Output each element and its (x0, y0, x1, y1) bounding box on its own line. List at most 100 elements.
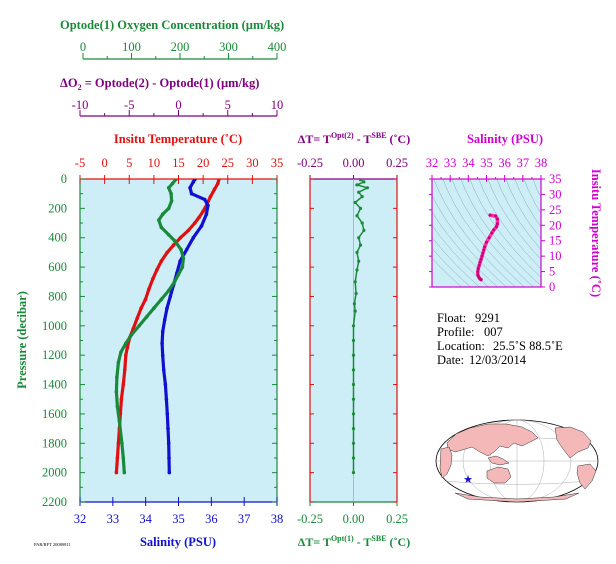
data-point-oxygen (181, 256, 186, 261)
data-point-oxygen (166, 206, 171, 211)
data-point-temperature (143, 297, 148, 302)
delta-o2-tick-label: 5 (225, 98, 231, 112)
delta-t-data-point (360, 221, 364, 225)
data-point-oxygen (170, 181, 175, 186)
pressure-tick-label: 1400 (42, 378, 67, 392)
ts-data-point (479, 257, 483, 261)
ts-isopycnal-line (432, 225, 489, 287)
pressure-tick-label: 1800 (42, 436, 67, 450)
data-point-temperature (193, 221, 197, 225)
data-point-temperature (135, 316, 139, 321)
delta-t-data-point (351, 441, 356, 445)
ts-data-point (495, 217, 499, 221)
data-point-oxygen (159, 297, 164, 302)
delta-t-bottom-tick-label: -0.25 (297, 512, 323, 526)
delta-t-bottom-tick-label: 0.00 (343, 512, 365, 526)
ts-series (476, 213, 500, 282)
temperature-tick-label: 20 (197, 156, 210, 170)
data-point-temperature (178, 235, 183, 240)
data-point-temperature (119, 397, 124, 402)
ts-isopycnal-line (514, 179, 541, 228)
date-value: 12/03/2014 (469, 353, 527, 367)
data-point-temperature (121, 382, 126, 387)
location-label: Location: (437, 339, 485, 353)
salinity-tick-label: 38 (271, 512, 284, 526)
pressure-tick-label: 2000 (42, 466, 67, 480)
delta-t-data-point (351, 397, 356, 401)
data-point-temperature (159, 259, 164, 264)
ts-data-point (494, 214, 498, 218)
oxygen-tick-label: 400 (268, 40, 287, 54)
delta-o2-tick-label: -5 (124, 98, 134, 112)
data-point-temperature (197, 215, 201, 219)
oxygen-tick-label: 100 (122, 40, 141, 54)
salinity-tick-label: 32 (74, 512, 87, 526)
data-point-oxygen (166, 288, 171, 293)
data-point-temperature (125, 346, 130, 350)
data-point-oxygen (121, 456, 126, 460)
ts-salinity-tick-label: 38 (535, 156, 548, 170)
delta-t-data-point (351, 338, 356, 343)
data-point-temperature (186, 228, 191, 233)
delta-t-data-point (351, 324, 356, 328)
data-point-salinity (165, 306, 169, 311)
delta-o2-axis-title: ΔO2 = Optode(2) - Optode(1) (µm/kg) (60, 76, 259, 92)
ts-data-point (490, 231, 494, 235)
data-point-oxygen (122, 470, 127, 475)
ts-temperature-tick-label: 15 (549, 234, 562, 248)
delta-o2-tick-label: -10 (72, 98, 89, 112)
data-point-oxygen (166, 233, 171, 237)
delta-t-bottom-tick-label: 0.25 (386, 512, 408, 526)
ts-data-point (495, 222, 499, 226)
data-point-oxygen (129, 332, 134, 337)
data-point-temperature (212, 187, 217, 192)
data-point-salinity (164, 397, 169, 402)
data-point-salinity (167, 470, 172, 475)
float-value: 9291 (475, 311, 500, 325)
delta-t-data-point (355, 268, 359, 272)
float-label: Float: (437, 311, 466, 325)
data-point-temperature (208, 194, 213, 199)
location-value: 25.5˚S 88.5˚E (493, 339, 563, 353)
data-point-temperature (155, 268, 159, 272)
temperature-tick-label: 5 (126, 156, 132, 170)
oxygen-axis-title: Optode(1) Oxygen Concentration (µm/kg) (60, 18, 284, 32)
data-point-oxygen (124, 341, 128, 346)
ts-temperature-tick-label: 10 (549, 249, 562, 263)
data-point-oxygen (152, 306, 156, 311)
delta-t-data-point (362, 228, 366, 232)
ts-salinity-axis-title: Salinity (PSU) (467, 132, 543, 146)
delta-t-data-point (351, 427, 356, 431)
temperature-tick-label: -5 (75, 156, 85, 170)
ts-salinity-tick-label: 34 (462, 156, 475, 170)
data-point-salinity (191, 180, 196, 184)
ts-temperature-tick-label: 0 (549, 280, 555, 294)
ts-isopycnal-line (432, 237, 480, 287)
ts-data-point (476, 270, 480, 274)
salinity-tick-label: 35 (172, 512, 185, 526)
delta-t-data-point (358, 206, 363, 210)
salinity-tick-label: 37 (238, 512, 251, 526)
profile-label: Profile: (437, 325, 475, 339)
data-point-salinity (184, 247, 189, 252)
data-point-temperature (139, 306, 143, 311)
delta-t-data-point (360, 195, 364, 199)
delta-t-data-point (357, 190, 361, 194)
ts-isopycnal-line (442, 179, 525, 287)
temperature-axis-title: Insitu Temperature (˚C) (114, 132, 242, 146)
data-point-temperature (201, 209, 205, 214)
oxygen-tick-label: 200 (171, 40, 190, 54)
ts-data-point (479, 278, 483, 282)
ts-isopycnal-line (487, 179, 541, 260)
oxygen-tick-label: 300 (219, 40, 238, 54)
tiny-version-label: PAR/RFT 20080811 (34, 542, 71, 547)
float-info: Float: 9291 Profile: 007 Location: 25.5˚… (437, 311, 563, 367)
ts-data-point (492, 228, 496, 232)
data-point-temperature (217, 179, 221, 182)
delta-t-data-point (351, 382, 356, 387)
pressure-tick-label: 0 (61, 172, 67, 186)
salinity-tick-label: 34 (139, 512, 152, 526)
delta-t-data-point (351, 368, 356, 372)
